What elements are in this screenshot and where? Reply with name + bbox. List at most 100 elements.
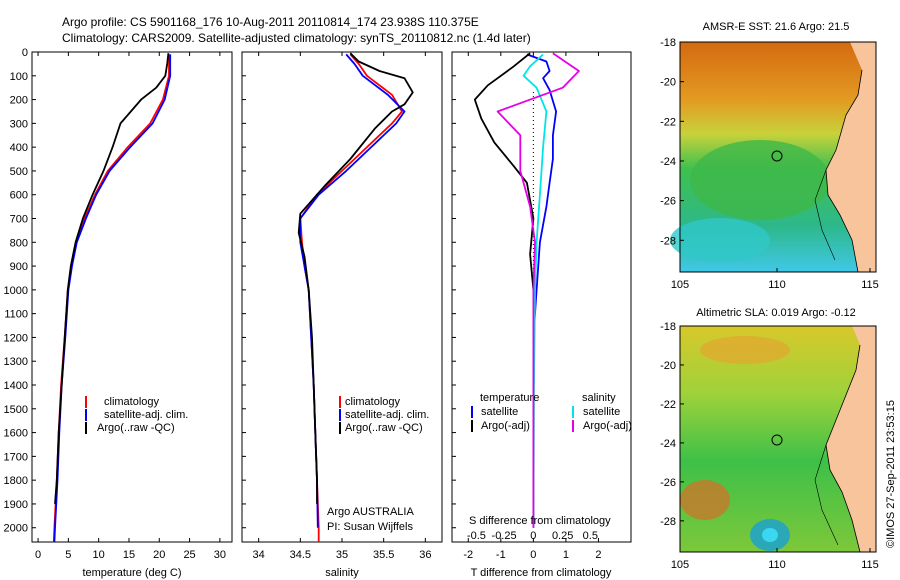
x-tick-label: 25 bbox=[183, 549, 195, 561]
map-y-tick-label: -20 bbox=[660, 360, 676, 372]
map-y-tick-label: -24 bbox=[660, 156, 676, 168]
y-tick-label: 1900 bbox=[4, 499, 28, 511]
header-line-2: Climatology: CARS2009. Satellite-adjuste… bbox=[62, 31, 531, 45]
sla-map-title: Altimetric SLA: 0.019 Argo: -0.12 bbox=[696, 307, 856, 319]
salinity-xlabel: salinity bbox=[325, 567, 359, 579]
float-location-marker bbox=[771, 434, 783, 446]
y-tick-label: 400 bbox=[10, 142, 28, 154]
series-line bbox=[496, 52, 580, 528]
series-line bbox=[52, 54, 170, 543]
plot-layer: 0 5 10 15 20 25 300100200300400500600700800900… bbox=[4, 47, 602, 561]
y-tick-label: 100 bbox=[10, 71, 28, 83]
float-location-marker bbox=[771, 150, 783, 162]
y-tick-label: 300 bbox=[10, 118, 28, 130]
land-shape bbox=[826, 326, 876, 552]
x-tick-label: 35.5 bbox=[373, 549, 394, 561]
y-tick-label: 1400 bbox=[4, 380, 28, 392]
sst-axis-ticks: -18 -20 -22 -24 -26 -28 105 110 115 bbox=[660, 37, 879, 291]
sst-map: AMSR-E SST: 21.6 Argo: 21.5 -18 -20 -22 -24… bbox=[660, 21, 879, 291]
map-y-tick-label: -18 bbox=[660, 37, 676, 49]
y-tick-label: 500 bbox=[10, 166, 28, 178]
land-shape bbox=[826, 42, 876, 272]
map-y-tick-label: -20 bbox=[660, 77, 676, 89]
temperature-axes bbox=[31, 51, 233, 543]
salinity-legend: climatology satellite-adj. clim. Argo(..… bbox=[327, 396, 429, 533]
temperature-legend: climatology satellite-adj. clim. Argo(..… bbox=[85, 396, 188, 434]
legend-label: satellite bbox=[583, 406, 620, 418]
map-y-tick-label: -22 bbox=[660, 399, 676, 411]
legend-label: Argo(-adj) bbox=[481, 420, 530, 432]
map-x-tick-label: 105 bbox=[671, 279, 689, 291]
series-line bbox=[299, 53, 403, 542]
map-x-tick-label: 115 bbox=[861, 559, 879, 571]
x-tick-label: -2 bbox=[463, 549, 473, 561]
isobath-line bbox=[814, 169, 836, 261]
map-y-tick-label: -18 bbox=[660, 321, 676, 333]
legend-label: Argo(..raw -QC) bbox=[345, 422, 423, 434]
x-tick-label: 36 bbox=[419, 549, 431, 561]
y-tick-label: 1100 bbox=[4, 309, 28, 321]
legend-label: climatology bbox=[345, 396, 401, 408]
legend-label: satellite-adj. clim. bbox=[104, 409, 188, 421]
pi-note: PI: Susan Wijffels bbox=[327, 521, 413, 533]
map-y-tick-label: -22 bbox=[660, 116, 676, 128]
map-y-tick-label: -28 bbox=[660, 516, 676, 528]
x-tick-label: 5 bbox=[65, 549, 71, 561]
s-tick-label: -0.25 bbox=[492, 530, 517, 542]
y-tick-label: 700 bbox=[10, 214, 28, 226]
map-y-tick-label: -26 bbox=[660, 196, 676, 208]
legend-title-salinity: salinity bbox=[582, 392, 616, 404]
sst-map-frame bbox=[679, 41, 877, 273]
y-tick-label: 1300 bbox=[4, 356, 28, 368]
s-tick-label: 0 bbox=[530, 530, 536, 542]
sst-map-title: AMSR-E SST: 21.6 Argo: 21.5 bbox=[703, 21, 850, 33]
y-tick-label: 900 bbox=[10, 261, 28, 273]
s-tick-label: 0.25 bbox=[552, 530, 573, 542]
s-tick-label: -0.5 bbox=[467, 530, 486, 542]
legend-label: satellite bbox=[481, 406, 518, 418]
map-y-tick-label: -24 bbox=[660, 438, 676, 450]
salinity-axes bbox=[241, 51, 443, 543]
temperature-xlabel: temperature (deg C) bbox=[82, 567, 181, 579]
sla-low-core bbox=[762, 528, 778, 542]
legend-label: satellite-adj. clim. bbox=[345, 409, 429, 421]
s-tick-label: 0.5 bbox=[583, 530, 598, 542]
map-x-tick-label: 110 bbox=[768, 559, 786, 571]
y-tick-label: 2000 bbox=[4, 523, 28, 535]
x-tick-label: 0 bbox=[35, 549, 41, 561]
x-tick-label: 2 bbox=[595, 549, 601, 561]
legend-title-temperature: temperature bbox=[480, 392, 539, 404]
series-line bbox=[54, 53, 170, 504]
sla-map-frame bbox=[679, 325, 877, 553]
difference-xlabel: T difference from climatology bbox=[471, 567, 612, 579]
legend-label: Argo(..raw -QC) bbox=[97, 422, 175, 434]
x-tick-label: -1 bbox=[496, 549, 506, 561]
y-tick-label: 1500 bbox=[4, 404, 28, 416]
map-y-tick-label: -28 bbox=[660, 235, 676, 247]
difference-legend: temperature salinity satellite Argo(-adj… bbox=[469, 392, 632, 527]
sla-high-patch bbox=[680, 480, 730, 520]
y-tick-label: 1800 bbox=[4, 475, 28, 487]
y-tick-label: 200 bbox=[10, 95, 28, 107]
sla-axis-ticks: -18 -20 -22 -24 -26 -28 105 110 115 bbox=[660, 321, 879, 571]
x-tick-label: 0 bbox=[530, 549, 536, 561]
x-tick-label: 34 bbox=[253, 549, 265, 561]
legend-label: climatology bbox=[104, 396, 160, 408]
y-tick-label: 1700 bbox=[4, 451, 28, 463]
y-tick-label: 1600 bbox=[4, 428, 28, 440]
y-tick-label: 600 bbox=[10, 190, 28, 202]
difference-axes bbox=[451, 51, 632, 543]
y-tick-label: 1200 bbox=[4, 332, 28, 344]
series-line bbox=[526, 53, 557, 528]
series-line bbox=[522, 53, 548, 528]
institution-note: Argo AUSTRALIA bbox=[327, 506, 414, 518]
map-y-tick-label: -26 bbox=[660, 477, 676, 489]
x-tick-label: 20 bbox=[153, 549, 165, 561]
map-x-tick-label: 105 bbox=[671, 559, 689, 571]
sst-cool-patch bbox=[670, 218, 770, 262]
credit-stamp: ©IMOS 27-Sep-2011 23:53:15 bbox=[885, 400, 897, 548]
map-x-tick-label: 110 bbox=[768, 279, 786, 291]
legend-label: Argo(-adj) bbox=[583, 420, 632, 432]
y-tick-label: 800 bbox=[10, 237, 28, 249]
